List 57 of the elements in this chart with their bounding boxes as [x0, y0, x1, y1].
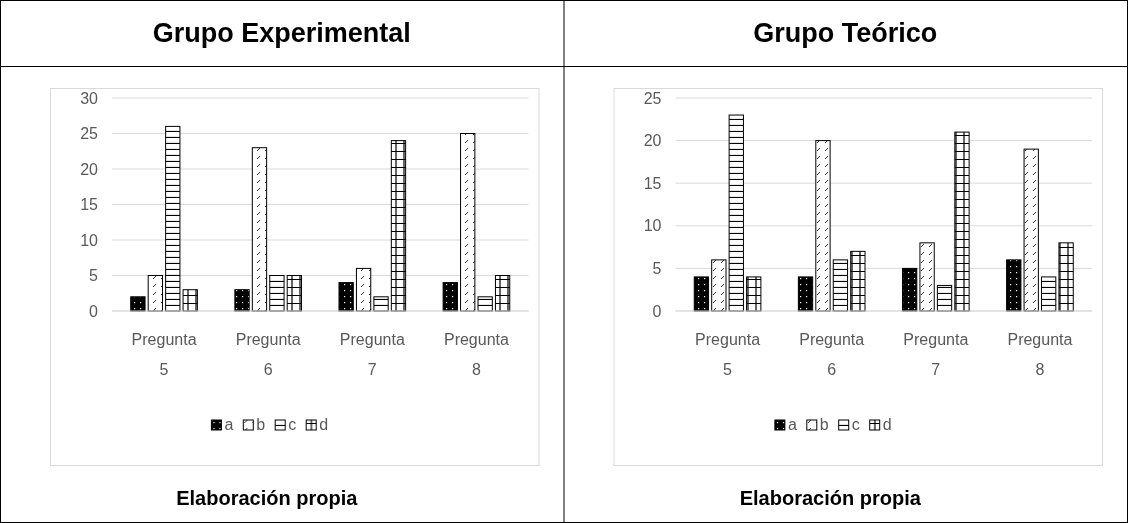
y-tick-label: 30 — [80, 89, 99, 107]
x-tick-label: Pregunta 7 — [903, 331, 969, 378]
x-tick-label: Pregunta 7 — [339, 331, 405, 378]
bar — [1058, 242, 1074, 312]
x-tick-label: Pregunta 5 — [695, 331, 761, 378]
x-tick-label: Pregunta 5 — [131, 331, 197, 378]
y-tick-label: 10 — [80, 231, 99, 249]
y-tick-label: 10 — [643, 217, 662, 235]
bar — [797, 276, 814, 312]
x-tick-label: Pregunta 8 — [443, 331, 510, 378]
bar — [234, 289, 250, 312]
bar — [815, 140, 831, 312]
legend-label: c — [288, 416, 297, 433]
bar — [390, 140, 407, 312]
bar — [901, 267, 918, 312]
x-tick-label: Pregunta 6 — [799, 331, 865, 378]
y-tick-label: 25 — [643, 89, 662, 107]
y-tick-label: 25 — [80, 125, 99, 143]
legend-label: a — [224, 416, 234, 433]
y-tick-label: 20 — [80, 160, 99, 178]
y-tick-label: 15 — [80, 196, 99, 214]
bar — [373, 296, 389, 312]
bar — [494, 275, 511, 312]
legend-label: a — [787, 416, 797, 433]
bar — [147, 275, 163, 312]
bar — [442, 282, 458, 312]
bar — [936, 284, 953, 312]
bar — [746, 276, 762, 312]
bar — [693, 276, 710, 312]
y-tick-label: 0 — [89, 302, 99, 320]
bar — [355, 267, 372, 312]
y-tick-label: 0 — [652, 302, 662, 320]
chart-title: Grupo Experimental — [152, 18, 411, 48]
bar — [286, 275, 303, 312]
bar — [850, 250, 866, 312]
legend-label: b — [256, 416, 266, 433]
chart-title: Grupo Teórico — [753, 18, 938, 48]
bar — [338, 282, 354, 312]
text: Elaboración propia — [176, 487, 359, 509]
bar — [1041, 276, 1057, 312]
legend-label: b — [819, 416, 829, 433]
y-tick-label: 15 — [643, 174, 662, 192]
text: Elaboración propia — [739, 487, 922, 509]
bar — [832, 259, 849, 312]
legend-label: d — [882, 416, 892, 433]
bar — [919, 242, 935, 312]
x-tick-label: Pregunta 6 — [235, 331, 301, 378]
bar — [954, 131, 970, 312]
legend-label: c — [851, 416, 860, 433]
bar — [251, 147, 268, 312]
bar — [269, 275, 285, 312]
y-tick-label: 5 — [652, 260, 662, 278]
y-tick-label: 20 — [643, 132, 662, 150]
bar — [130, 296, 146, 312]
legend-label: d — [319, 416, 329, 433]
x-tick-label: Pregunta 8 — [1007, 331, 1073, 378]
y-tick-label: 5 — [89, 267, 99, 285]
